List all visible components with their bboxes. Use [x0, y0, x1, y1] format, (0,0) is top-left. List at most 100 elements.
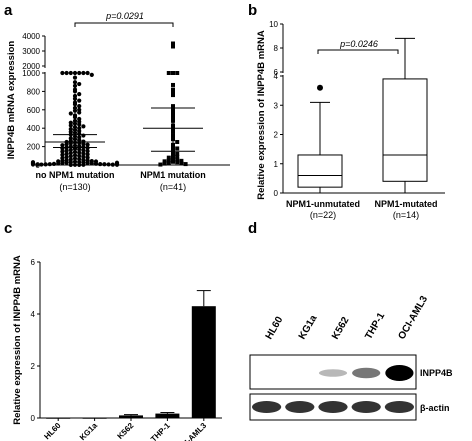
blot-band-actin — [251, 401, 282, 413]
panel-a-point — [72, 83, 78, 88]
panel-a-point — [175, 160, 180, 165]
panel-a-point — [68, 70, 73, 76]
panel-a-point — [171, 150, 175, 155]
panel-a-point — [68, 162, 73, 168]
panel-a-point — [72, 115, 78, 120]
blot-band-actin — [318, 401, 348, 413]
panel-a-point — [179, 161, 184, 166]
panel-a-point — [171, 159, 175, 164]
panel-a-point — [35, 162, 40, 167]
panel-a-point — [85, 70, 90, 76]
panel-b-box — [297, 154, 343, 188]
blot-band-actin — [384, 401, 415, 413]
panel-a-point — [68, 150, 73, 156]
panel-b-category-label-0: NPM1-unmutated — [286, 199, 360, 209]
panel-a-point — [175, 154, 180, 159]
panel-a-point — [77, 98, 82, 103]
panel-a-point — [85, 152, 90, 157]
panel-c-y-tick-label: 2 — [31, 362, 36, 371]
panel-a-point — [72, 121, 78, 126]
panel-c-bar — [191, 306, 216, 418]
panel-a-y-axis-label: INPP4B mRNA expression — [6, 41, 17, 160]
panel-a-point — [106, 162, 111, 167]
panel-a-point — [81, 141, 86, 146]
panel-a-point — [77, 150, 82, 155]
panel-a-point — [64, 142, 69, 147]
panel-a-y-tick-label: 400 — [27, 124, 41, 133]
panel-b-category-label-1: NPM1-mutated — [374, 199, 437, 209]
blot-band-label-inpp4b: INPP4B — [420, 368, 453, 378]
panel-b-pvalue-bracket — [317, 49, 399, 54]
panel-a-point — [72, 162, 78, 167]
panel-a-point — [175, 157, 180, 162]
panel-a-point — [39, 162, 44, 167]
panel-c-bar — [119, 415, 143, 418]
panel-a-y-tick-label: 3000 — [22, 47, 40, 56]
panel-a-y-tick-label: 800 — [27, 87, 41, 96]
blot-lane-label: HL60 — [264, 314, 286, 341]
panel-a-point — [72, 150, 78, 155]
blot-band-inpp4b — [352, 367, 381, 379]
panel-a-scatter: INPP4B mRNA expression p=0.0291 no NPM1 … — [6, 11, 230, 192]
panel-a-point — [171, 93, 175, 98]
panel-a-point — [166, 158, 171, 163]
panel-a-point — [64, 70, 69, 76]
panel-b-pvalue: p=0.0246 — [339, 39, 378, 49]
panel-b-y-tick-label: 6 — [274, 68, 279, 77]
panel-a-point — [85, 155, 90, 160]
panel-a-point — [171, 44, 175, 49]
panel-a-point — [171, 41, 175, 46]
panel-a-point — [47, 162, 52, 167]
panel-a-point — [77, 122, 82, 127]
panel-a-point — [77, 81, 82, 87]
panel-a-point — [72, 80, 78, 85]
panel-a-point — [64, 155, 69, 160]
panel-a-point — [72, 159, 78, 164]
panel-a-point — [158, 162, 163, 167]
panel-a-point — [72, 89, 78, 94]
panel-a-point — [171, 104, 175, 109]
panel-a-y-tick-label: 600 — [27, 106, 41, 115]
panel-a-point — [68, 123, 73, 128]
panel-a-point — [77, 162, 82, 168]
panel-a-point — [51, 161, 57, 166]
panel-a-point — [171, 87, 175, 92]
panel-a-point — [175, 146, 180, 151]
panel-a-point — [77, 110, 82, 115]
panel-a-point — [162, 161, 167, 166]
blot-lane-label: THP-1 — [363, 311, 387, 342]
panel-b-boxplot: Relative expression of INPP4B mRNA p=0.0… — [256, 20, 445, 220]
panel-b-y-axis-label: Relative expression of INPP4B mRNA — [256, 30, 267, 200]
panel-letter-c: c — [4, 220, 12, 237]
blot-band-inpp4b — [318, 369, 348, 377]
panel-a-point — [81, 162, 86, 167]
panel-a-point — [171, 82, 175, 87]
panel-a-point — [81, 70, 86, 76]
panel-a-point — [72, 96, 78, 101]
blot-lane-label: OCI-AML3 — [396, 294, 430, 342]
panel-a-point — [72, 108, 78, 113]
panel-a-point — [162, 159, 167, 164]
panel-a-point — [77, 92, 82, 97]
panel-a-point — [81, 151, 86, 156]
panel-a-point — [60, 149, 65, 154]
panel-a-point — [77, 147, 82, 152]
panel-a-point — [77, 153, 82, 158]
panel-b-y-tick-label: 0 — [274, 189, 279, 198]
panel-a-point — [171, 156, 175, 161]
panel-a-point — [60, 152, 65, 157]
panel-letter-b: b — [248, 2, 257, 19]
panel-a-category-count-1: (n=41) — [160, 182, 186, 192]
blot-lane-label: KG1a — [297, 313, 320, 342]
panel-c-x-tick-label: OCI-AML3 — [175, 421, 209, 441]
panel-a-point — [175, 71, 180, 75]
panel-a-point — [110, 162, 115, 167]
panel-letter-d: d — [248, 220, 257, 237]
panel-a-point — [77, 156, 82, 162]
panel-a-point — [60, 70, 65, 76]
panel-a-point — [30, 160, 36, 165]
panel-a-point — [72, 75, 78, 80]
blot-band-label-actin: β-actin — [420, 403, 450, 413]
panel-d-western-blot: INPP4B β-actin HL60 KG1a K562 THP-1 OCI-AML3 — [249, 294, 453, 421]
panel-a-point — [68, 147, 73, 152]
